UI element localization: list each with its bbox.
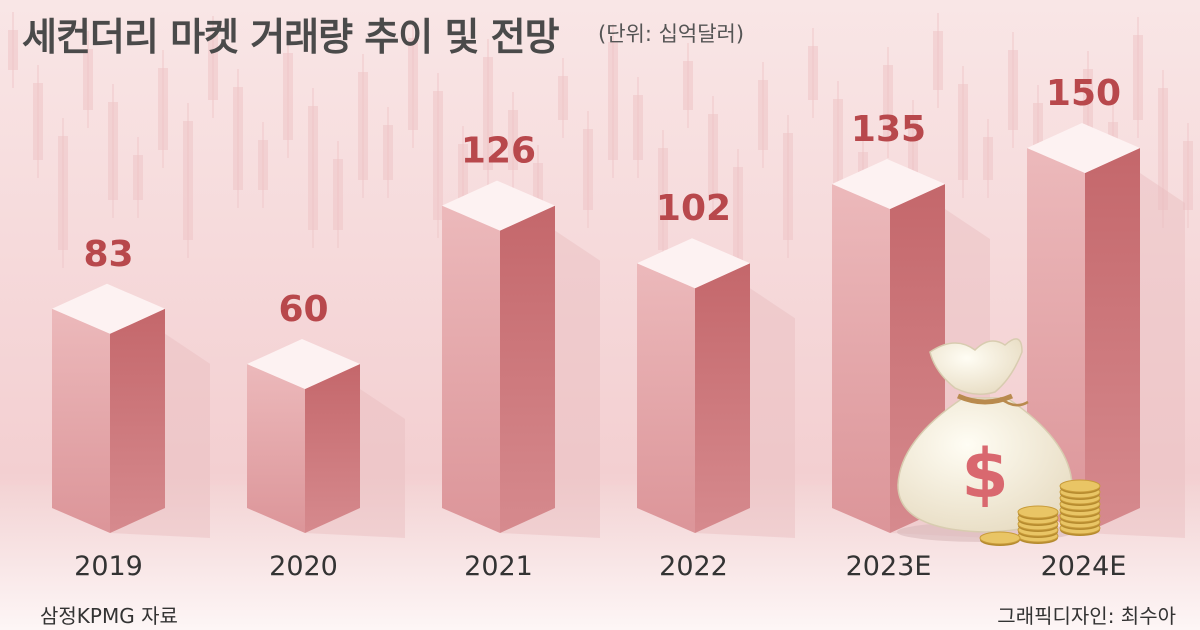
chart-title: 세컨더리 마켓 거래량 추이 및 전망 xyxy=(22,15,560,59)
category-label-2020: 2020 xyxy=(269,551,338,582)
source-label: 삼정KPMG 자료 xyxy=(40,604,178,628)
category-label-2019: 2019 xyxy=(74,551,143,582)
bar-2020 xyxy=(247,339,405,538)
category-label-2022: 2022 xyxy=(659,551,728,582)
coin-stack-icon xyxy=(979,479,1101,546)
value-label-2020: 60 xyxy=(278,289,328,330)
category-label-2023E: 2023E xyxy=(846,551,932,582)
credit-label: 그래픽디자인: 최수아 xyxy=(997,604,1176,628)
category-label-2021: 2021 xyxy=(464,551,533,582)
bar-2024E xyxy=(1027,123,1185,538)
category-label-2024E: 2024E xyxy=(1041,551,1127,582)
value-label-2021: 126 xyxy=(461,131,536,172)
value-label-2022: 102 xyxy=(656,188,731,229)
dollar-sign-icon: $ xyxy=(961,435,1008,514)
bar-2021 xyxy=(442,180,600,538)
bar-2019 xyxy=(52,283,210,538)
bars-group: 83 2019 60 2020 126 2021 102 2022 135 2023E 150 202… xyxy=(52,73,1185,582)
bar-2022 xyxy=(637,238,795,538)
value-label-2019: 83 xyxy=(83,234,133,275)
value-label-2023E: 135 xyxy=(851,109,926,150)
unit-label: (단위: 십억달러) xyxy=(598,22,745,46)
value-label-2024E: 150 xyxy=(1046,73,1121,114)
